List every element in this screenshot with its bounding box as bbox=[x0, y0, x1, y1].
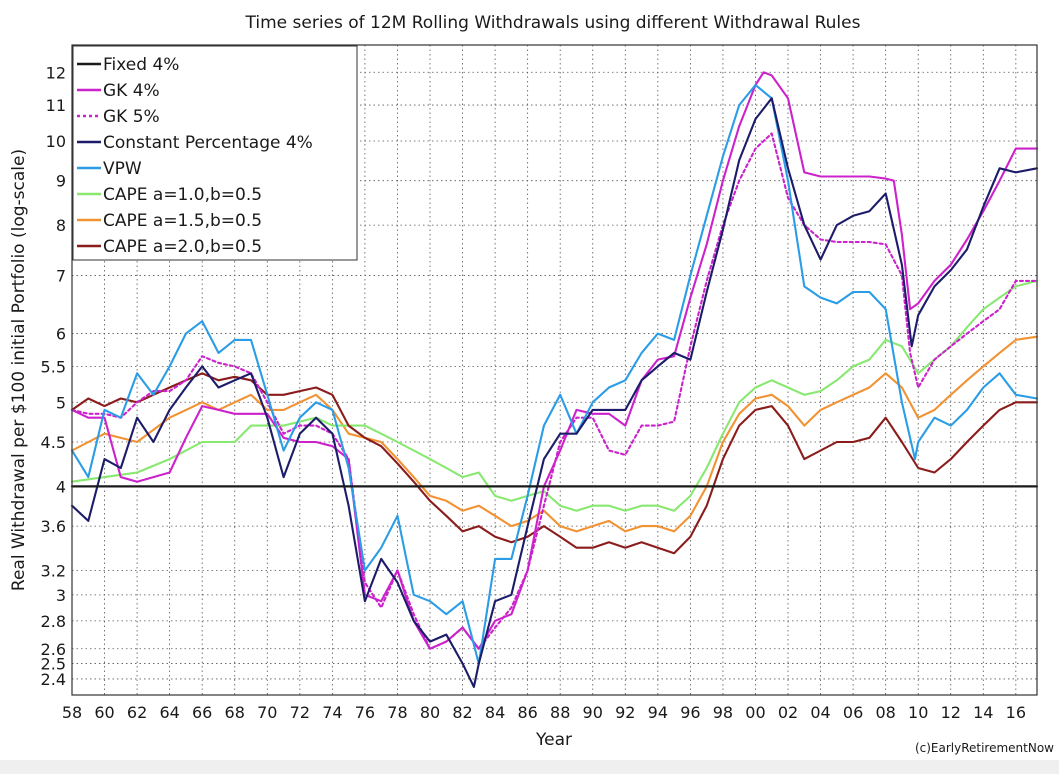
x-axis-label: Year bbox=[535, 730, 572, 750]
x-tick-label: 00 bbox=[745, 703, 765, 722]
x-tick-label: 74 bbox=[322, 703, 342, 722]
x-tick-label: 80 bbox=[420, 703, 440, 722]
y-tick-label: 6 bbox=[56, 325, 66, 344]
x-tick-label: 08 bbox=[875, 703, 895, 722]
legend-label: VPW bbox=[103, 159, 142, 179]
y-tick-label: 4 bbox=[56, 477, 66, 496]
x-tick-label: 70 bbox=[257, 703, 277, 722]
y-tick-label: 9 bbox=[56, 172, 66, 191]
x-tick-label: 86 bbox=[517, 703, 537, 722]
series-line-4 bbox=[70, 83, 1039, 665]
y-axis-ticks: 2.42.52.6 2.8 3 3.2 3.6 4 4.5 5 5.5 6 7 8 9 10 11 12 bbox=[41, 63, 66, 689]
x-tick-label: 64 bbox=[159, 703, 179, 722]
y-tick-label: 2.6 bbox=[41, 640, 66, 659]
x-tick-label: 58 bbox=[62, 703, 82, 722]
y-tick-label: 5.5 bbox=[41, 357, 66, 376]
legend: Fixed 4% GK 4% GK 5% Constant Percentage 4%… bbox=[72, 45, 358, 261]
series-line-3 bbox=[70, 97, 1039, 688]
x-tick-label: 84 bbox=[485, 703, 505, 722]
y-tick-label: 2.5 bbox=[41, 655, 66, 674]
y-tick-label: 7 bbox=[56, 266, 66, 285]
y-tick-label: 2.8 bbox=[41, 612, 66, 631]
y-tick-label: 3 bbox=[56, 586, 66, 605]
legend-label: CAPE a=2.0,b=0.5 bbox=[103, 237, 262, 257]
x-tick-label: 98 bbox=[713, 703, 733, 722]
x-tick-label: 66 bbox=[192, 703, 212, 722]
x-tick-label: 94 bbox=[648, 703, 668, 722]
x-tick-label: 60 bbox=[94, 703, 114, 722]
x-tick-label: 82 bbox=[452, 703, 472, 722]
legend-label: Constant Percentage 4% bbox=[103, 133, 313, 153]
legend-label: GK 4% bbox=[103, 81, 160, 101]
x-tick-label: 10 bbox=[908, 703, 928, 722]
x-tick-label: 72 bbox=[290, 703, 310, 722]
y-tick-label: 12 bbox=[46, 63, 66, 82]
y-tick-label: 3.2 bbox=[41, 562, 66, 581]
x-tick-label: 68 bbox=[225, 703, 245, 722]
x-tick-label: 14 bbox=[973, 703, 993, 722]
y-axis-label: Real Withdrawal per $100 initial Portfol… bbox=[9, 149, 29, 591]
x-tick-label: 76 bbox=[355, 703, 375, 722]
bottom-strip bbox=[0, 760, 1059, 770]
x-tick-label: 90 bbox=[583, 703, 603, 722]
x-tick-label: 62 bbox=[127, 703, 147, 722]
y-tick-label: 10 bbox=[46, 132, 66, 151]
y-tick-label: 2.4 bbox=[41, 670, 66, 689]
x-tick-label: 16 bbox=[1006, 703, 1026, 722]
x-tick-label: 88 bbox=[550, 703, 570, 722]
legend-label: Fixed 4% bbox=[103, 55, 179, 75]
series-line-2 bbox=[70, 132, 1039, 650]
y-tick-label: 5 bbox=[56, 393, 66, 412]
x-tick-label: 96 bbox=[680, 703, 700, 722]
x-tick-label: 04 bbox=[810, 703, 830, 722]
series-line-7 bbox=[70, 372, 1039, 555]
series-line-5 bbox=[70, 279, 1039, 512]
legend-box bbox=[72, 45, 358, 261]
x-tick-label: 92 bbox=[615, 703, 635, 722]
x-tick-label: 02 bbox=[778, 703, 798, 722]
y-tick-label: 3.6 bbox=[41, 517, 66, 536]
chart-title: Time series of 12M Rolling Withdrawals u… bbox=[245, 13, 861, 33]
y-tick-label: 8 bbox=[56, 216, 66, 235]
series-line-6 bbox=[70, 335, 1039, 533]
series-line-1 bbox=[70, 71, 1039, 650]
y-tick-label: 4.5 bbox=[41, 433, 66, 452]
legend-label: CAPE a=1.5,b=0.5 bbox=[103, 211, 262, 231]
series-layer bbox=[70, 71, 1039, 688]
legend-label: CAPE a=1.0,b=0.5 bbox=[103, 185, 262, 205]
x-tick-label: 12 bbox=[941, 703, 961, 722]
y-tick-label: 11 bbox=[46, 96, 66, 115]
credit-text: (c)EarlyRetirementNow bbox=[915, 741, 1054, 755]
x-axis-ticks: 58 60 62 64 66 68 70 72 74 76 78 80 82 84 86 88 90 92 94 96… bbox=[62, 703, 1026, 722]
plot-border bbox=[71, 44, 1038, 696]
x-tick-label: 06 bbox=[843, 703, 863, 722]
x-tick-label: 78 bbox=[387, 703, 407, 722]
legend-label: GK 5% bbox=[103, 107, 160, 127]
